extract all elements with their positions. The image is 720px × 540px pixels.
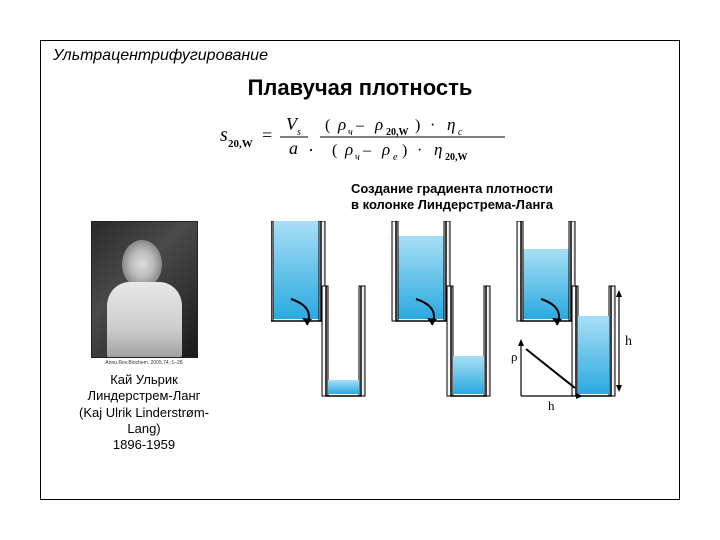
eq-num-rho1-sub: ч xyxy=(348,127,353,138)
eq-dot: · xyxy=(308,140,314,160)
gradient-diagram: ρ h h xyxy=(271,221,671,486)
eq-num-eta-sub: c xyxy=(458,127,463,138)
eq-num-eta: η xyxy=(447,115,455,134)
eq-V-sub: s xyxy=(297,127,301,138)
eq-den-rho2-sub: e xyxy=(393,152,398,163)
eq-den-eta: η xyxy=(434,140,442,159)
eq-num-times: · xyxy=(430,117,435,134)
equation-svg: s 20,W = V s a · ( ρ ч – ρ 20,W xyxy=(200,109,520,164)
eq-num-rho2: ρ xyxy=(374,115,383,134)
portrait-caption: Кай Ульрик Линдерстрем-Ланг (Kaj Ulrik L… xyxy=(69,372,219,453)
slide-title: Плавучая плотность xyxy=(41,75,679,101)
slide-header: Ультрацентрифугирование xyxy=(53,47,268,65)
eq-s: s xyxy=(220,124,228,146)
svg-text:ρ: ρ xyxy=(511,349,518,364)
caption-line2: (Kaj Ulrik Linderstrøm-Lang) xyxy=(79,405,209,436)
diag-caption-2: в колонке Линдерстрема-Ланга xyxy=(351,197,553,212)
portrait-credit: Annu.Rev.Biochem. 2005.74.:1–28 xyxy=(69,360,219,366)
eq-den-rho1-sub: ч xyxy=(355,152,360,163)
diagram-caption: Создание градиента плотности в колонке Л… xyxy=(351,181,553,214)
eq-a: a xyxy=(289,138,298,158)
slide-frame: Ультрацентрифугирование Плавучая плотнос… xyxy=(40,40,680,500)
caption-line3: 1896-1959 xyxy=(113,437,175,452)
svg-text:h: h xyxy=(548,398,555,413)
diag-caption-1: Создание градиента плотности xyxy=(351,181,553,196)
svg-text:h: h xyxy=(625,334,632,349)
eq-num-rho1: ρ xyxy=(337,115,346,134)
portrait-photo xyxy=(91,221,198,358)
eq-equals: = xyxy=(262,125,272,145)
caption-line1: Кай Ульрик Линдерстрем-Ланг xyxy=(88,372,201,403)
eq-den-close: ) xyxy=(402,142,407,159)
eq-den-minus: – xyxy=(362,142,372,159)
eq-den-rho2: ρ xyxy=(381,140,390,159)
eq-den-eta-sub: 20,W xyxy=(445,152,468,163)
eq-num-close: ) xyxy=(415,117,420,134)
eq-den-times: · xyxy=(417,142,422,159)
eq-num-rho2-sub: 20,W xyxy=(386,127,409,138)
eq-num-minus: – xyxy=(355,117,365,134)
eq-den-open: ( xyxy=(332,142,337,159)
portrait-block: Annu.Rev.Biochem. 2005.74.:1–28 Кай Ульр… xyxy=(69,221,219,453)
buoyancy-equation: s 20,W = V s a · ( ρ ч – ρ 20,W xyxy=(41,109,679,169)
eq-den-rho1: ρ xyxy=(344,140,353,159)
eq-num-open: ( xyxy=(325,117,330,134)
eq-s-sub: 20,W xyxy=(228,138,253,150)
diagram-svg: ρ h h xyxy=(271,221,671,481)
